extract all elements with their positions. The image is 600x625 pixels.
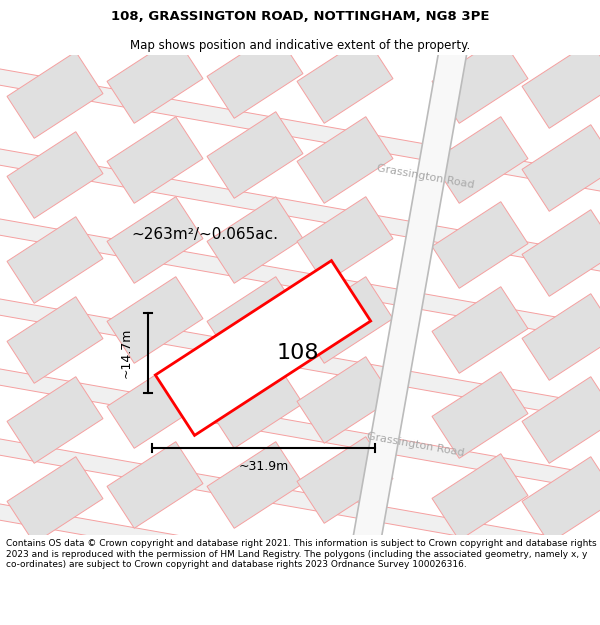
- Polygon shape: [207, 442, 303, 528]
- Polygon shape: [432, 37, 528, 123]
- Polygon shape: [432, 117, 528, 203]
- Text: ~31.9m: ~31.9m: [238, 459, 289, 472]
- Polygon shape: [0, 383, 600, 625]
- Polygon shape: [432, 202, 528, 288]
- Polygon shape: [207, 362, 303, 448]
- Polygon shape: [297, 277, 393, 363]
- Polygon shape: [7, 132, 103, 218]
- Polygon shape: [522, 125, 600, 211]
- Polygon shape: [522, 42, 600, 128]
- Polygon shape: [522, 294, 600, 380]
- Polygon shape: [207, 32, 303, 118]
- Text: Map shows position and indicative extent of the property.: Map shows position and indicative extent…: [130, 39, 470, 52]
- Polygon shape: [297, 37, 393, 123]
- Polygon shape: [522, 210, 600, 296]
- Polygon shape: [107, 117, 203, 203]
- Polygon shape: [7, 217, 103, 303]
- Text: 108, GRASSINGTON ROAD, NOTTINGHAM, NG8 3PE: 108, GRASSINGTON ROAD, NOTTINGHAM, NG8 3…: [111, 10, 489, 23]
- Polygon shape: [239, 4, 475, 625]
- Text: Contains OS data © Crown copyright and database right 2021. This information is : Contains OS data © Crown copyright and d…: [6, 539, 596, 569]
- Polygon shape: [432, 372, 528, 458]
- Text: 108: 108: [277, 343, 319, 363]
- Polygon shape: [7, 377, 103, 463]
- Polygon shape: [0, 107, 600, 366]
- Polygon shape: [297, 437, 393, 523]
- Text: ~14.7m: ~14.7m: [119, 328, 133, 378]
- Polygon shape: [107, 362, 203, 448]
- Polygon shape: [522, 377, 600, 463]
- Polygon shape: [107, 37, 203, 123]
- Polygon shape: [0, 253, 600, 511]
- Polygon shape: [207, 277, 303, 363]
- Polygon shape: [297, 117, 393, 203]
- Polygon shape: [0, 184, 600, 443]
- Polygon shape: [7, 52, 103, 138]
- Polygon shape: [522, 457, 600, 543]
- Polygon shape: [297, 357, 393, 443]
- Polygon shape: [107, 277, 203, 363]
- Polygon shape: [107, 197, 203, 283]
- Polygon shape: [0, 39, 600, 298]
- Polygon shape: [7, 297, 103, 383]
- Polygon shape: [0, 0, 600, 221]
- Polygon shape: [0, 321, 600, 579]
- Polygon shape: [7, 457, 103, 543]
- Polygon shape: [432, 287, 528, 373]
- Text: ~263m²/~0.065ac.: ~263m²/~0.065ac.: [131, 228, 278, 242]
- Polygon shape: [207, 197, 303, 283]
- Polygon shape: [107, 442, 203, 528]
- Text: Grassington Road: Grassington Road: [376, 164, 475, 191]
- Polygon shape: [207, 112, 303, 198]
- Polygon shape: [297, 197, 393, 283]
- Text: Grassington Road: Grassington Road: [365, 431, 464, 459]
- Polygon shape: [432, 454, 528, 540]
- Polygon shape: [155, 261, 371, 436]
